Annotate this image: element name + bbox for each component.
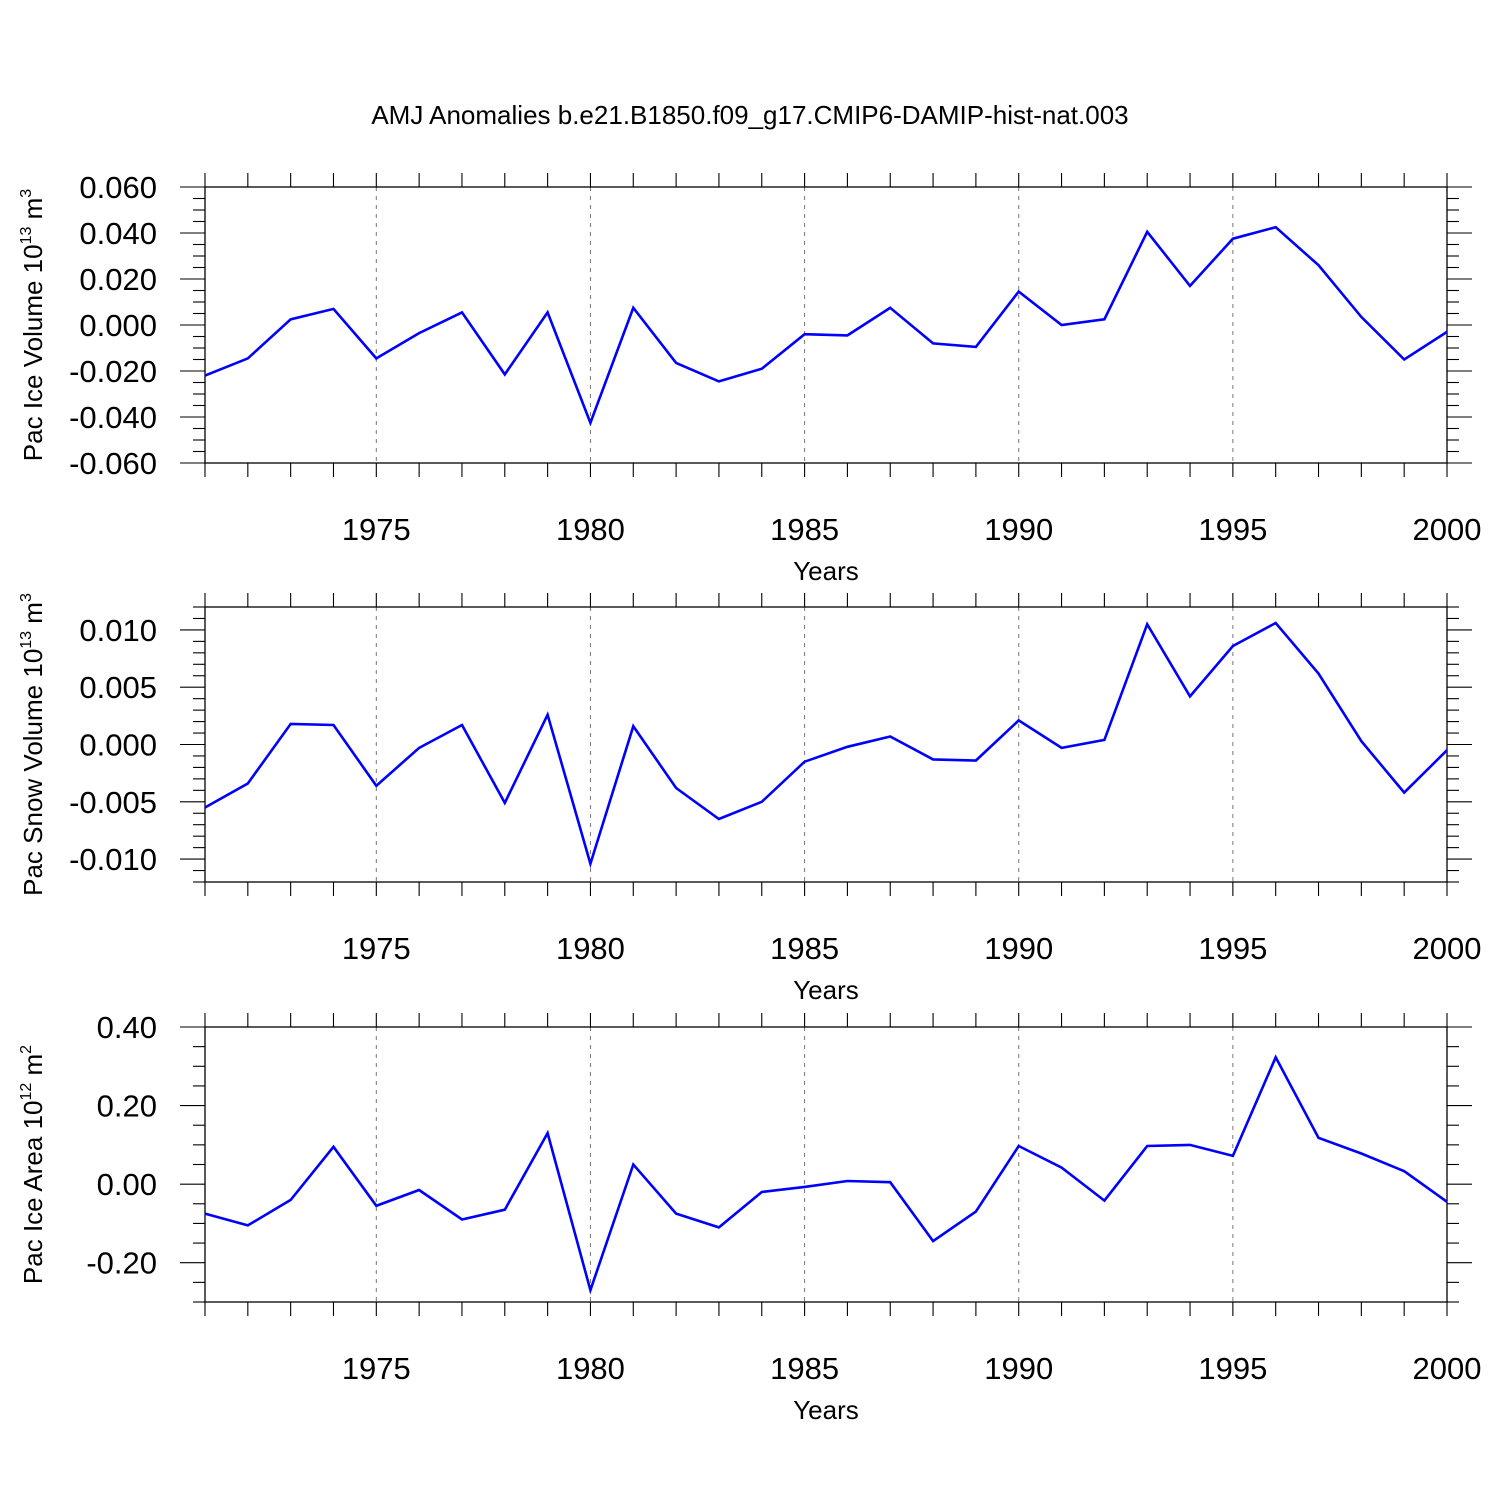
x-tick-label: 1995 [1198, 931, 1267, 966]
y-tick-label: -0.040 [69, 400, 157, 435]
x-tick-label: 1975 [342, 512, 411, 547]
x-tick-label: 1990 [984, 1351, 1053, 1386]
x-tick-label: 1985 [770, 931, 839, 966]
y-tick-label: -0.020 [69, 354, 157, 389]
y-axis-label-exponent: 3 [18, 593, 35, 602]
y-tick-label: 0.000 [79, 308, 157, 343]
x-tick-label: 2000 [1413, 1351, 1482, 1386]
y-tick-label: 0.20 [97, 1089, 157, 1124]
y-axis-label-exponent: 13 [18, 631, 35, 649]
y-axis-label: Pac Ice Area 1012 m2 [18, 1045, 48, 1284]
x-tick-label: 1975 [342, 931, 411, 966]
x-axis-label: Years [793, 556, 859, 586]
y-tick-label: -0.005 [69, 785, 157, 820]
x-axis-label: Years [793, 1395, 859, 1425]
y-tick-label: 0.000 [79, 728, 157, 763]
y-tick-label: 0.040 [79, 216, 157, 251]
y-tick-label: 0.010 [79, 613, 157, 648]
x-tick-label: 1975 [342, 1351, 411, 1386]
y-tick-label: -0.010 [69, 842, 157, 877]
y-tick-label: -0.20 [86, 1246, 157, 1281]
x-tick-label: 1985 [770, 1351, 839, 1386]
chart-title: AMJ Anomalies b.e21.B1850.f09_g17.CMIP6-… [371, 100, 1128, 130]
y-tick-label: 0.00 [97, 1167, 157, 1202]
x-tick-label: 2000 [1413, 512, 1482, 547]
y-axis-label-exponent: 3 [18, 189, 35, 198]
x-axis-label: Years [793, 975, 859, 1005]
plot-frame [204, 1026, 1448, 1303]
x-tick-label: 2000 [1413, 931, 1482, 966]
y-tick-label: 0.020 [79, 262, 157, 297]
x-tick-label: 1985 [770, 512, 839, 547]
plot-frame [204, 186, 1448, 464]
y-axis-label: Pac Snow Volume 1013 m3 [18, 593, 48, 896]
y-axis-label-text: Pac Snow Volume 10 [18, 649, 48, 896]
plot-frame [204, 606, 1448, 883]
series-line [204, 225, 1448, 427]
y-axis-label-exponent: 13 [18, 226, 35, 244]
panel-2: -0.010 -0.005 0.000 0.005 0.010 1975 1980 1985 1… [18, 593, 1481, 1005]
y-axis-label: Pac Ice Volume 1013 m3 [18, 189, 48, 462]
y-axis-label-text: m [18, 1054, 48, 1083]
y-axis-label-exponent: 2 [18, 1045, 35, 1054]
y-axis-label-text: m [18, 602, 48, 631]
x-tick-label: 1990 [984, 512, 1053, 547]
y-tick-label: -0.060 [69, 446, 157, 481]
panel-1: -0.060 -0.040 -0.020 0.000 0.020 0.040 0.060 19… [18, 170, 1481, 586]
y-axis-label-text: Pac Ice Area 10 [18, 1101, 48, 1285]
panel-3: -0.20 0.00 0.20 0.40 1975 1980 1985 1990 1995 200… [18, 1010, 1481, 1425]
y-tick-label: 0.40 [97, 1010, 157, 1045]
series-line [204, 1054, 1448, 1295]
y-axis-label-exponent: 12 [18, 1083, 35, 1101]
x-tick-label: 1995 [1198, 512, 1267, 547]
x-tick-label: 1980 [556, 1351, 625, 1386]
y-tick-label: 0.005 [79, 670, 157, 705]
y-tick-label: 0.060 [79, 170, 157, 205]
y-axis-label-text: Pac Ice Volume 10 [18, 244, 48, 461]
x-tick-label: 1995 [1198, 1351, 1267, 1386]
y-axis-label-text: m [18, 198, 48, 227]
x-tick-label: 1990 [984, 931, 1053, 966]
x-tick-label: 1980 [556, 931, 625, 966]
x-tick-label: 1980 [556, 512, 625, 547]
series-line [204, 621, 1448, 869]
